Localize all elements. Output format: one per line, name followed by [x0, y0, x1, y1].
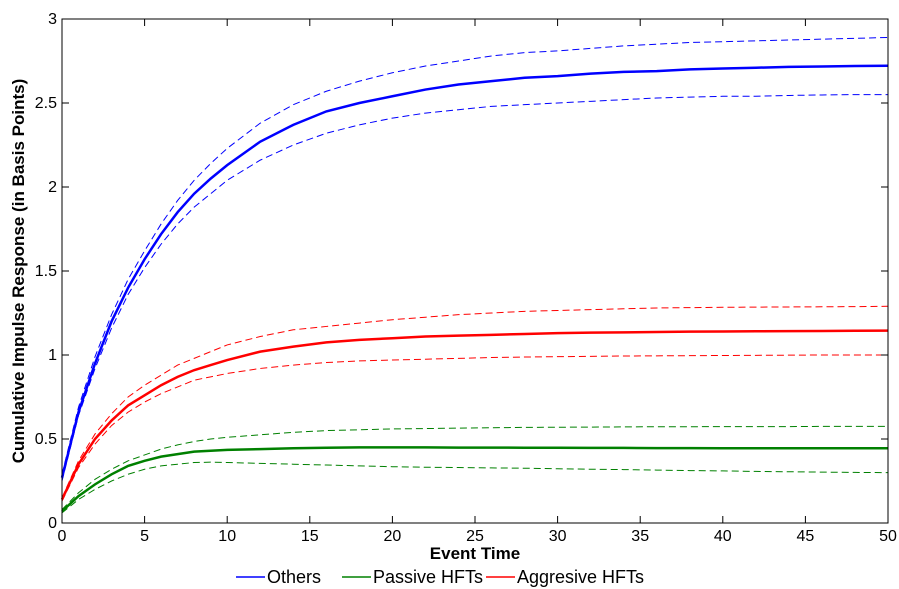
y-tick-label: 0 [48, 515, 57, 532]
series-passive-hfts-line [61, 446, 888, 513]
y-tick-label: 1.5 [35, 263, 57, 280]
series-layer [60, 36, 889, 514]
y-axis-label: Cumulative Impulse Response (in Basis Po… [9, 79, 28, 463]
legend-label-passive-hfts: Passive HFTs [373, 567, 483, 587]
tick-layer: 0 5 10 15 20 25 30 35 40 45 50 0 0.5 1 1.5 2 2.5 3 [35, 11, 897, 545]
series-aggresive-hfts-line [60, 329, 889, 501]
series-aggresive-hfts-lower-band [61, 354, 888, 502]
legend-label-aggresive-hfts: Aggresive HFTs [517, 567, 644, 587]
x-tick-label: 15 [301, 528, 319, 545]
y-tick-label: 1 [48, 347, 57, 364]
series-aggresive-hfts-upper-band [61, 305, 889, 499]
x-tick-label: 30 [549, 528, 567, 545]
x-tick-label: 35 [631, 528, 649, 545]
y-tick-label: 3 [48, 11, 57, 28]
y-tick-label: 0.5 [35, 431, 57, 448]
legend: Others Passive HFTs Aggresive HFTs [236, 567, 644, 587]
x-tick-label: 25 [466, 528, 484, 545]
x-tick-label: 45 [797, 528, 815, 545]
x-tick-label: 40 [714, 528, 732, 545]
x-tick-label: 0 [58, 528, 67, 545]
y-tick-label: 2.5 [35, 95, 57, 112]
x-tick-label: 50 [879, 528, 897, 545]
x-axis-label: Event Time [430, 544, 520, 563]
series-passive-hfts-lower-band [61, 461, 889, 514]
y-tick-label: 2 [48, 179, 57, 196]
x-tick-label: 5 [140, 528, 149, 545]
series-others-line [60, 64, 889, 478]
series-others-upper-band [61, 36, 889, 475]
x-tick-label: 20 [384, 528, 402, 545]
x-tick-label: 10 [218, 528, 236, 545]
legend-label-others: Others [267, 567, 321, 587]
series-passive-hfts-upper-band [61, 425, 888, 510]
series-others-lower-band [61, 94, 888, 482]
